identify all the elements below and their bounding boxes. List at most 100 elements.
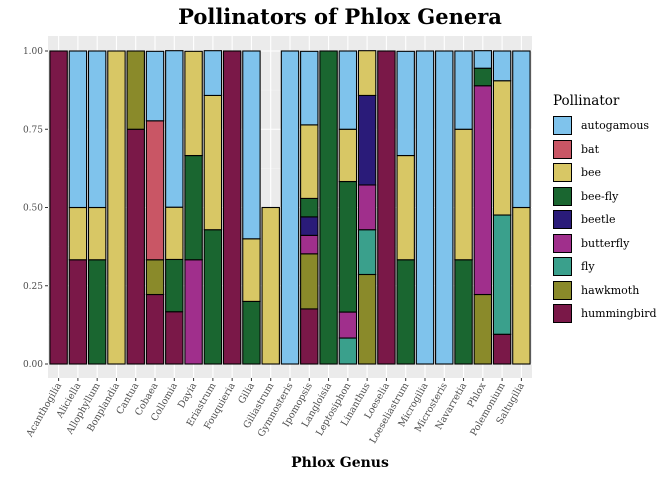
bar-segment-autogamous (338, 50, 358, 130)
bar-segment-hummingbird (49, 50, 68, 365)
bar-segment-bee (165, 206, 184, 261)
bar-segment-autogamous (300, 50, 319, 126)
bar-segment-beetle (357, 94, 377, 186)
bar-stack-loeselia (377, 50, 396, 365)
bar-segment-autogamous (415, 50, 435, 365)
bar-stack-bonplandia (107, 50, 126, 365)
bar-segment-butterfly (338, 311, 358, 339)
legend-label: butterfly (581, 236, 630, 250)
bar-segment-bee (87, 206, 107, 261)
bar-segment-bee (184, 50, 203, 157)
bar-segment-fly (492, 214, 512, 335)
bar-segment-hummingbird (145, 293, 165, 365)
legend-key (553, 257, 572, 277)
bar-segment-autogamous (145, 50, 165, 122)
bar-stack-loeseliastrum (396, 50, 415, 365)
legend-label: beetle (581, 213, 616, 227)
bar-segment-hawkmoth (145, 259, 165, 296)
legend-key (553, 116, 572, 136)
legend-label: fly (581, 260, 595, 274)
bar-stack-ipomopsis (300, 50, 319, 365)
bar-stack-leptosiphon (338, 50, 358, 365)
bar-segment-hawkmoth (357, 273, 377, 365)
bar-segment-autogamous (454, 50, 473, 130)
bar-segment-bee-fly (396, 259, 415, 365)
bar-stack-polemonium (492, 50, 512, 365)
legend-item-bee-fly: bee-fly (553, 185, 657, 209)
bar-segment-bee-fly (184, 154, 203, 261)
bar-segment-hummingbird (377, 50, 396, 365)
bar-segment-bee-fly (203, 229, 223, 365)
legend-label: hawkmoth (581, 283, 640, 297)
legend-item-bee: bee (553, 161, 657, 185)
legend-item-fly: fly (553, 255, 657, 279)
legend-label: bee (581, 166, 602, 180)
bar-segment-bee (107, 50, 126, 365)
y-tick-label: 1.00 (23, 47, 43, 57)
bar-segment-bee-fly (473, 67, 493, 87)
bar-segment-bee-fly (454, 259, 473, 365)
chart-title: Pollinators of Phlox Genera (178, 4, 502, 29)
bar-stack-cantua (126, 50, 145, 365)
legend-key (553, 139, 572, 159)
legend-items: autogamous bat bee bee-fly beetle butterfly fl… (553, 114, 657, 326)
bar-segment-bee (242, 238, 261, 302)
bar-segment-bee (300, 124, 319, 199)
bar-segment-butterfly (357, 184, 377, 231)
bar-segment-bat (145, 120, 165, 261)
legend-item-autogamous: autogamous (553, 114, 657, 138)
bar-segment-hummingbird (126, 128, 145, 365)
y-tick-label: 0.50 (23, 204, 43, 214)
bar-stack-langloisia (319, 50, 338, 365)
bar-stack-microgilia (415, 50, 435, 365)
bar-stack-eriastrum (203, 50, 223, 365)
bar-segment-butterfly (473, 85, 493, 296)
bar-stack-linanthus (357, 50, 377, 365)
bar-segment-butterfly (300, 234, 319, 255)
bar-segment-autogamous (435, 50, 454, 365)
bar-stack-allophyllum (87, 50, 107, 365)
bar-stack-gilia (242, 50, 261, 365)
bar-segment-bee (261, 206, 280, 365)
bar-segment-autogamous (87, 50, 107, 209)
bar-segment-autogamous (165, 50, 184, 208)
bar-segment-bee-fly (87, 259, 107, 365)
legend-label: bat (581, 142, 600, 156)
bar-segment-hawkmoth (473, 293, 493, 365)
bar-stack-navarretia (454, 50, 473, 365)
bar-segment-bee (203, 94, 223, 231)
bar-stack-fouquieria (222, 50, 242, 365)
bar-segment-hummingbird (68, 259, 88, 365)
y-tick-label: 0.00 (23, 360, 43, 370)
bar-segment-bee (68, 206, 88, 261)
bar-stack-collomia (165, 50, 184, 365)
bar-stack-acanthogilia (49, 50, 68, 365)
bar-segment-bee-fly (319, 50, 338, 365)
legend: Pollinator autogamous bat bee bee-fly beetle… (553, 93, 657, 326)
bar-segment-fly (338, 337, 358, 365)
bar-segment-bee-fly (338, 180, 358, 313)
bar-stack-giliastrum (261, 206, 280, 365)
bar-stack-aliciella (68, 50, 88, 365)
bar-segment-hummingbird (300, 308, 319, 365)
bar-segment-hawkmoth (300, 253, 319, 310)
bar-segment-autogamous (492, 50, 512, 82)
bar-segment-bee (492, 80, 512, 216)
bar-segment-bee (512, 206, 531, 365)
legend-item-hummingbird: hummingbird (553, 302, 657, 326)
bar-segment-fly (357, 229, 377, 276)
bar-segment-hummingbird (492, 333, 512, 365)
bar-segment-hawkmoth (126, 50, 145, 130)
bar-stacks (49, 50, 531, 365)
bar-segment-hummingbird (165, 311, 184, 365)
bar-segment-autogamous (68, 50, 88, 209)
legend-item-hawkmoth: hawkmoth (553, 279, 657, 303)
bar-segment-bee-fly (242, 300, 261, 365)
bar-segment-autogamous (203, 50, 223, 96)
legend-key (553, 163, 572, 183)
legend-key (553, 304, 572, 324)
bar-stack-dayia (184, 50, 203, 365)
bar-segment-bee-fly (165, 258, 184, 313)
legend-item-butterfly: butterfly (553, 232, 657, 256)
